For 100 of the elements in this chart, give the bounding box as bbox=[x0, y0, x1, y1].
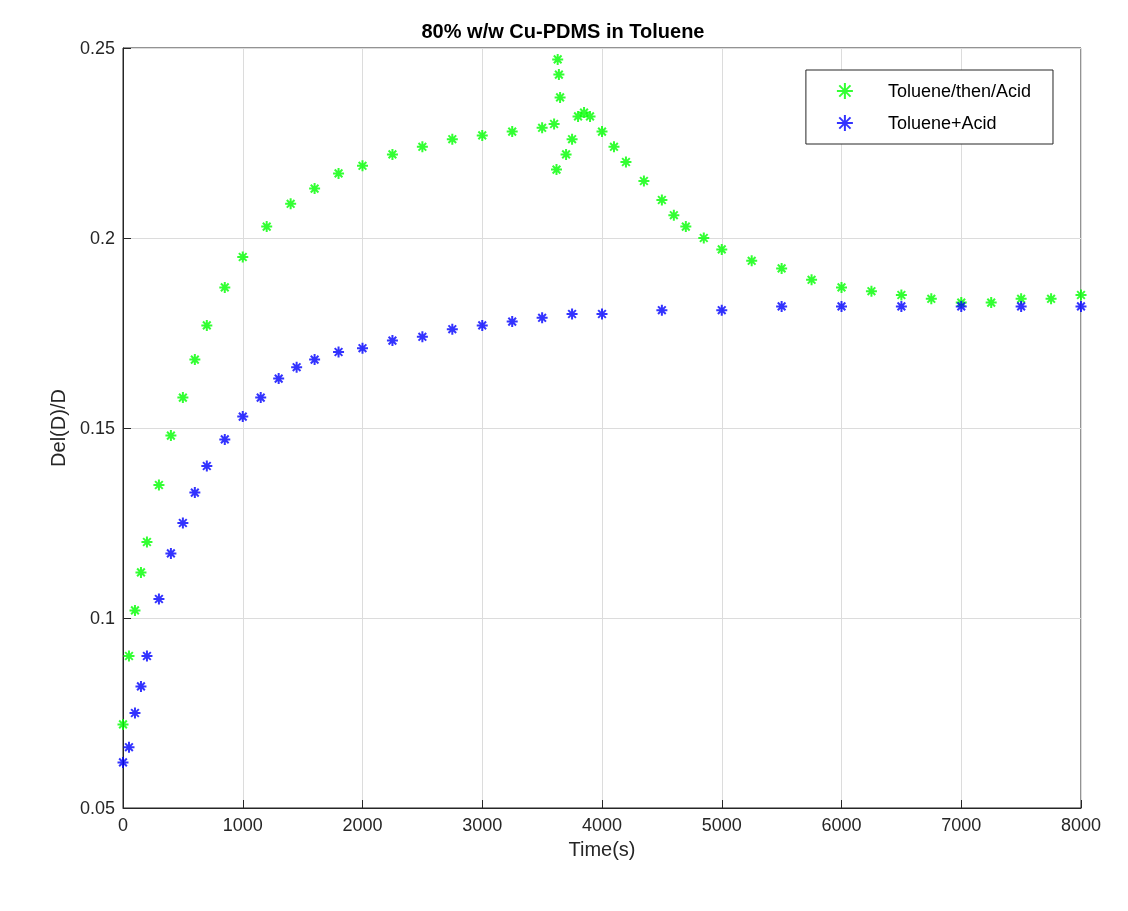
point bbox=[864, 284, 878, 298]
point bbox=[445, 322, 459, 336]
point bbox=[559, 147, 573, 161]
legend-label: Toluene+Acid bbox=[887, 113, 997, 133]
point bbox=[176, 391, 190, 405]
point bbox=[122, 740, 136, 754]
point bbox=[134, 565, 148, 579]
point bbox=[445, 132, 459, 146]
point bbox=[188, 486, 202, 500]
point bbox=[565, 307, 579, 321]
point bbox=[775, 299, 789, 313]
y-axis-title: Del(D)/D bbox=[47, 389, 69, 467]
y-tick-label: 0.2 bbox=[89, 228, 115, 248]
x-axis-title: Time(s) bbox=[568, 837, 636, 860]
y-tick-label: 0.05 bbox=[79, 798, 115, 818]
x-tick-label: 1000 bbox=[222, 815, 263, 835]
point bbox=[619, 155, 633, 169]
point bbox=[116, 755, 130, 769]
point bbox=[236, 250, 250, 264]
x-tick-label: 2000 bbox=[342, 815, 383, 835]
point bbox=[655, 193, 669, 207]
point bbox=[835, 280, 848, 294]
y-tick-label: 0.25 bbox=[79, 38, 115, 58]
x-tick-label: 3000 bbox=[462, 815, 503, 835]
point bbox=[505, 315, 519, 329]
point bbox=[475, 128, 489, 142]
x-tick-label: 6000 bbox=[821, 815, 862, 835]
point bbox=[607, 140, 621, 154]
point bbox=[290, 360, 304, 374]
point bbox=[1044, 292, 1058, 306]
point bbox=[583, 109, 597, 123]
point bbox=[122, 649, 136, 663]
point bbox=[697, 231, 711, 245]
point bbox=[164, 546, 178, 560]
point bbox=[894, 288, 908, 302]
point bbox=[1014, 299, 1028, 313]
point bbox=[260, 220, 274, 234]
point bbox=[667, 208, 681, 222]
point bbox=[128, 603, 142, 617]
point bbox=[152, 592, 166, 606]
x-tick-label: 7000 bbox=[941, 815, 982, 835]
point bbox=[835, 299, 848, 313]
point bbox=[549, 163, 563, 177]
point bbox=[200, 459, 214, 473]
point bbox=[218, 432, 232, 446]
point bbox=[552, 68, 566, 82]
point bbox=[535, 121, 549, 135]
x-tick-label: 0 bbox=[117, 815, 129, 835]
point bbox=[535, 311, 549, 325]
point bbox=[551, 52, 565, 66]
point bbox=[116, 717, 130, 731]
point bbox=[254, 391, 268, 405]
point bbox=[218, 280, 232, 294]
x-tick-label: 5000 bbox=[701, 815, 742, 835]
x-tick-label: 4000 bbox=[581, 815, 623, 835]
point bbox=[356, 159, 369, 173]
point bbox=[745, 254, 759, 268]
point bbox=[385, 147, 399, 161]
legend-label: Toluene/then/Acid bbox=[887, 81, 1032, 101]
point bbox=[284, 197, 298, 211]
point bbox=[308, 182, 322, 196]
point bbox=[715, 303, 729, 317]
point bbox=[140, 649, 154, 663]
point bbox=[415, 330, 429, 344]
point bbox=[128, 706, 142, 720]
point bbox=[595, 125, 609, 139]
point bbox=[475, 318, 489, 332]
point bbox=[571, 109, 585, 123]
point bbox=[385, 334, 399, 348]
point bbox=[924, 292, 938, 306]
point bbox=[775, 261, 789, 275]
point bbox=[655, 303, 669, 317]
point bbox=[547, 117, 561, 131]
point bbox=[1074, 299, 1088, 313]
point bbox=[637, 174, 651, 188]
point bbox=[553, 90, 567, 104]
y-tick-label: 0.15 bbox=[79, 418, 115, 438]
point bbox=[272, 372, 286, 386]
point bbox=[565, 132, 579, 146]
chart-title: 80% w/w Cu-PDMS in Toluene bbox=[421, 20, 705, 42]
point bbox=[152, 478, 166, 492]
point bbox=[595, 307, 609, 321]
point bbox=[236, 410, 250, 424]
point bbox=[140, 535, 154, 549]
point bbox=[164, 429, 178, 443]
point bbox=[805, 273, 819, 287]
point bbox=[332, 166, 346, 180]
point bbox=[1014, 292, 1028, 306]
point bbox=[188, 353, 202, 367]
x-tick-label: 8000 bbox=[1060, 815, 1102, 835]
point bbox=[715, 242, 729, 256]
point bbox=[308, 353, 322, 367]
point bbox=[332, 345, 346, 359]
point bbox=[134, 679, 148, 693]
point bbox=[356, 341, 369, 355]
point bbox=[1074, 288, 1088, 302]
point bbox=[894, 299, 908, 313]
point bbox=[200, 318, 214, 332]
point bbox=[679, 220, 693, 234]
point bbox=[176, 516, 190, 530]
